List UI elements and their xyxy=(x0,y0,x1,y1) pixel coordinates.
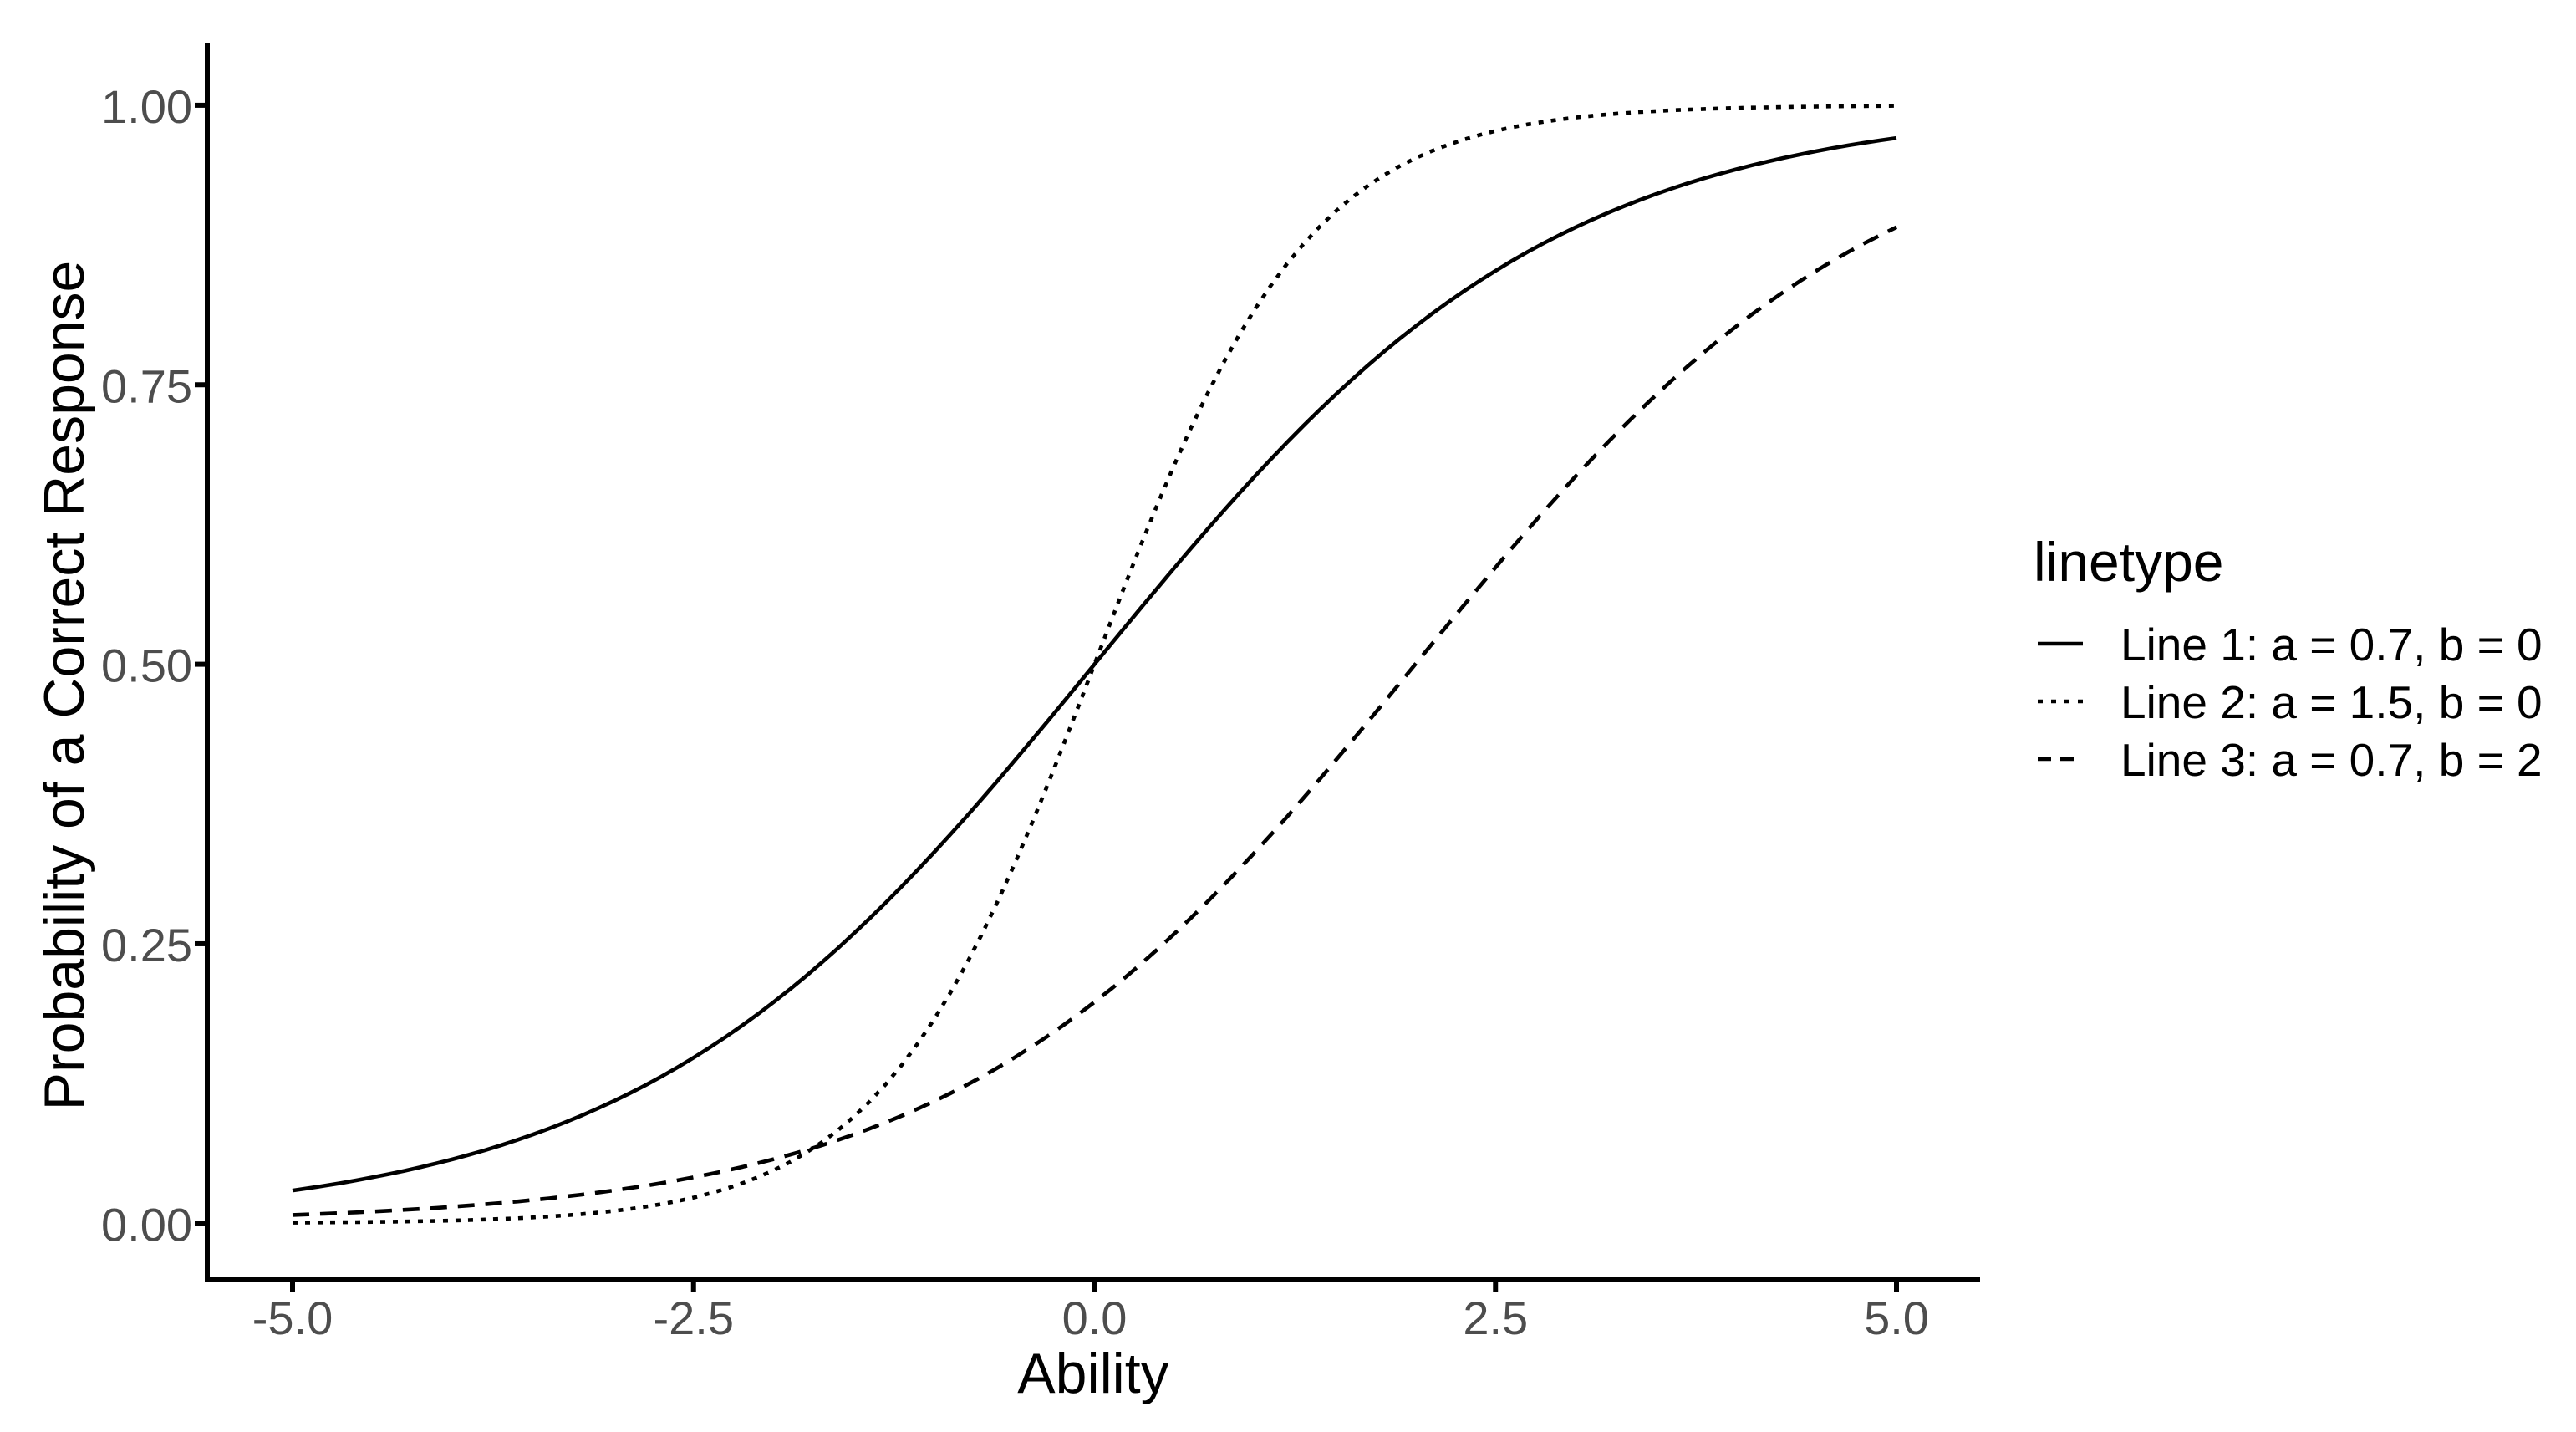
y-tick-label: 0.75 xyxy=(101,359,192,412)
legend-label-2: Line 2: a = 1.5, b = 0 xyxy=(2120,676,2543,728)
legend-item-line-3: Line 3: a = 0.7, b = 2 xyxy=(2038,734,2543,786)
legend-label-1: Line 1: a = 0.7, b = 0 xyxy=(2120,619,2543,670)
axes: -5.0 -2.5 0.0 2.5 5.0 0.00 0.25 0.50 0.75 1.00 xyxy=(101,43,1980,1344)
legend-item-line-2: Line 2: a = 1.5, b = 0 xyxy=(2038,676,2543,728)
legend-title: linetype xyxy=(2034,531,2224,593)
legend-item-line-1: Line 1: a = 0.7, b = 0 xyxy=(2038,619,2543,670)
y-tick-label: 0.25 xyxy=(101,919,192,971)
x-axis-ticks xyxy=(290,1279,1899,1292)
y-axis-ticks xyxy=(195,102,207,1226)
x-axis-title: Ability xyxy=(1017,1342,1168,1405)
x-tick-label: 0.0 xyxy=(1062,1292,1128,1344)
y-tick-label: 1.00 xyxy=(101,80,192,133)
curve-line-2 xyxy=(292,104,1897,1225)
x-tick-label: 5.0 xyxy=(1864,1292,1929,1344)
curve-line-3 xyxy=(292,225,1898,1217)
y-tick-label: 0.50 xyxy=(101,640,192,692)
curve-line-1 xyxy=(292,135,1897,1193)
y-axis-tick-labels: 0.00 0.25 0.50 0.75 1.00 xyxy=(101,80,192,1251)
x-tick-label: 2.5 xyxy=(1463,1292,1528,1344)
curves xyxy=(292,104,1898,1225)
y-tick-label: 0.00 xyxy=(101,1198,192,1251)
y-axis-title: Probability of a Correct Response xyxy=(33,261,96,1111)
x-tick-label: -5.0 xyxy=(252,1292,333,1344)
legend: linetype Line 1: a = 0.7, b = 0 Line 2: … xyxy=(2034,531,2543,786)
x-axis-tick-labels: -5.0 -2.5 0.0 2.5 5.0 xyxy=(252,1292,1929,1344)
legend-label-3: Line 3: a = 0.7, b = 2 xyxy=(2120,734,2543,786)
x-tick-label: -2.5 xyxy=(654,1292,735,1344)
